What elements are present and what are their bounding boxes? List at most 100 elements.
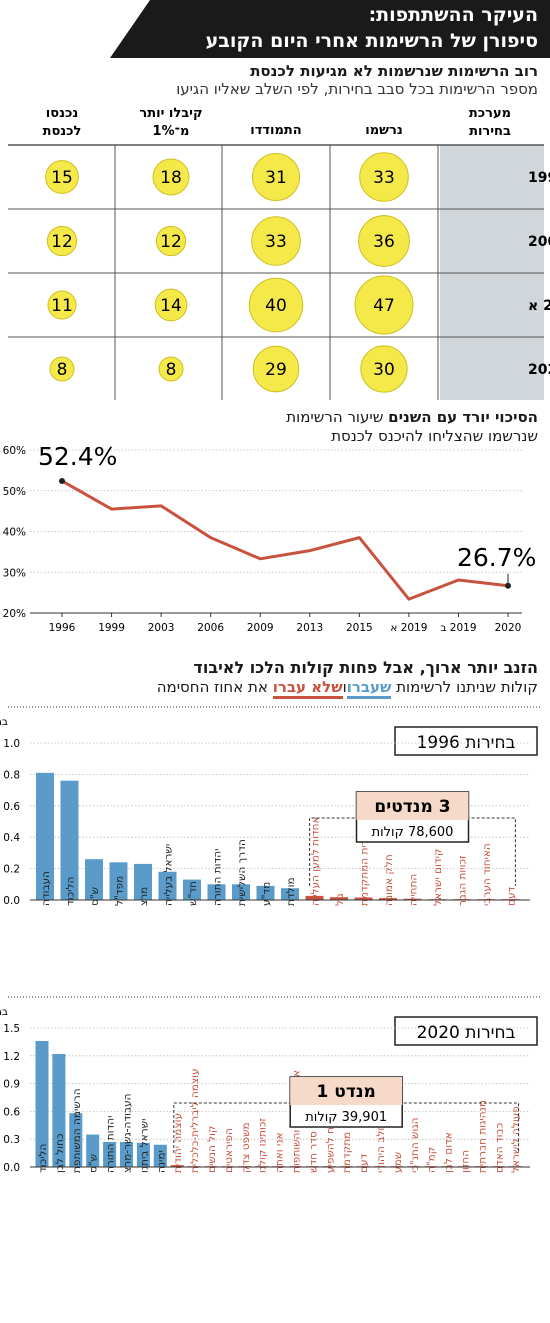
table-header-text: מערכת (469, 106, 511, 121)
line-title-line2: שנרשמו שהצליחו להיכנס לכנסת (331, 427, 538, 445)
table-value: 15 (51, 168, 73, 188)
callout-highlight (290, 1077, 403, 1105)
bar-category-label: דעם (358, 1153, 370, 1173)
line-xtick: 2020 (495, 622, 522, 634)
bar-failed (330, 897, 348, 900)
bar-category-label: כבוד האדם (493, 1123, 505, 1173)
bar-category-label: קמ"ה (426, 1147, 438, 1173)
line-xtick: 1999 (98, 622, 125, 634)
bar-failed (354, 897, 373, 900)
bar-passed (136, 1142, 150, 1167)
table-value: 18 (160, 168, 182, 188)
callout-highlight (356, 792, 469, 820)
bar-title-box: בחירות 1996 (394, 726, 538, 756)
bar-title-text: בחירות 1996 (417, 733, 516, 753)
table-bubble (248, 277, 304, 333)
table-bubble (360, 345, 408, 393)
bar-category-label: זכויות הגבר (457, 855, 469, 906)
table-election-label: 2009 (528, 234, 550, 250)
table-bubble (358, 215, 410, 267)
bar-category-label: העבודה-גשר-מרצ (122, 1093, 134, 1173)
bar-passed (60, 780, 79, 900)
legend-not-passed: שלא עברו (272, 678, 343, 699)
table-header-text: לכנסת (43, 124, 82, 139)
table-election-label: 2020 (528, 362, 550, 378)
bar-title-box: בחירות 2020 (394, 1016, 538, 1046)
bar-failed (379, 898, 397, 900)
line-title: הסיכוי יורד עם השנים שיעור הרשימות (286, 408, 538, 426)
bar-failed (305, 895, 324, 900)
bar-category-label: החזון (460, 1150, 472, 1173)
bar-chart-2020: במיליונים בחירות 2020 0.0 0.3 0.6 0.9 1.2 1.5 הל… (0, 996, 542, 1174)
bar-passed (183, 879, 201, 900)
table-bubble (252, 345, 300, 393)
callout-box: מנדט 1 39,901 קולות (289, 1076, 403, 1128)
bar-category-label: האיחוד הערבי (481, 843, 493, 906)
table-bubble (154, 288, 188, 322)
bar-unit-label: במיליונים (0, 1006, 8, 1018)
table-header-text: קיבלו יותר (139, 106, 202, 121)
table-value: 40 (265, 296, 287, 316)
bar-category-label: חלב היהודי (375, 1124, 387, 1173)
table-title: רוב הרשימות שנרשמות לא מגיעות לכנסת (250, 62, 538, 80)
bar-category-label: יהדות התורה (212, 849, 224, 906)
table-header-text: נכנסו (46, 106, 78, 121)
table-value: 14 (160, 296, 182, 316)
bar-title-frame (394, 1016, 538, 1046)
table-value: 8 (57, 360, 68, 380)
bar-passed (281, 888, 299, 900)
table-bubble (152, 158, 190, 196)
bar-category-label: קידום ישראל (432, 849, 444, 906)
bars-subtitle: קולות שניתנו לרשימות שעברוושלא עברו את א… (157, 678, 538, 699)
line-xtick: 2009 (247, 622, 274, 634)
callout-box: 3 מנדטים 78,600 קולות (355, 791, 470, 843)
bar-ytick: 0.6 (3, 801, 20, 813)
table-value: 11 (51, 296, 73, 316)
table-value: 36 (373, 232, 395, 252)
bar-category-label: חלק אמונה (383, 854, 395, 906)
line-ytick: 20% (3, 608, 26, 620)
table-header-text: התמודדו (250, 123, 301, 138)
bars-sub-pre: קולות שניתנו לרשימות (396, 678, 538, 696)
bar-passed (52, 1053, 66, 1167)
bar-ytick: 0.9 (3, 1079, 20, 1091)
line-ytick: 40% (3, 527, 26, 539)
legend-passed: שעברו (346, 678, 392, 699)
callout-sub-text: 39,901 קולות (305, 1110, 387, 1125)
header-title-line2: סיפורן של הרשימות אחרי היום הקובע (205, 30, 538, 52)
bar-category-label: מנהיגות חברתית (476, 1100, 488, 1173)
bar-ytick: 1.2 (3, 1051, 20, 1063)
bar-ytick: 0.4 (3, 832, 20, 844)
bar-title-frame (394, 726, 538, 756)
table-value: 47 (373, 296, 395, 316)
bar-category-label: ישראל בעלייה (163, 844, 175, 906)
bar-category-label: הליכוד (65, 877, 77, 906)
bar-passed (256, 885, 275, 900)
line-ytick: 60% (3, 445, 26, 457)
lists-table: מערכת בחירותמערכתבחירותנרשמונרשמוהתמודדו… (8, 106, 550, 400)
bar-category-label: הליכוד (37, 1144, 49, 1173)
bar-category-label: חד"ש (187, 881, 199, 906)
callout-sub-text: 78,600 קולות (372, 825, 454, 840)
bar-ytick: 0.2 (3, 864, 20, 876)
bar-passed (232, 884, 250, 900)
bar-category-label: זכותינו קולנו (257, 1118, 269, 1173)
bar-ytick: 1.0 (3, 738, 20, 750)
table-bubble (354, 275, 414, 335)
bar-passed (35, 1040, 49, 1167)
bar-category-label: יהדות התורה (105, 1116, 117, 1173)
line-title-rest: שיעור הרשימות (286, 408, 384, 426)
bar-category-label: הרשימה המשותפת (71, 1088, 83, 1173)
callout-main-text: מנדט 1 (317, 1082, 376, 1102)
table-value: 30 (373, 360, 395, 380)
line-xtick: 2006 (197, 622, 224, 634)
bar-category-label: ימינה (155, 1150, 167, 1173)
table-header-2: התמודדוהתמודדו (250, 123, 301, 138)
bar-category-label: מרצ (138, 887, 150, 906)
bar-category-label: עוצמה יהודית (172, 1113, 184, 1173)
table-bubble (359, 152, 409, 202)
bar-category-label: מפד"ל (114, 876, 126, 906)
bar-passed (85, 859, 103, 900)
bar-failed (170, 1165, 184, 1167)
